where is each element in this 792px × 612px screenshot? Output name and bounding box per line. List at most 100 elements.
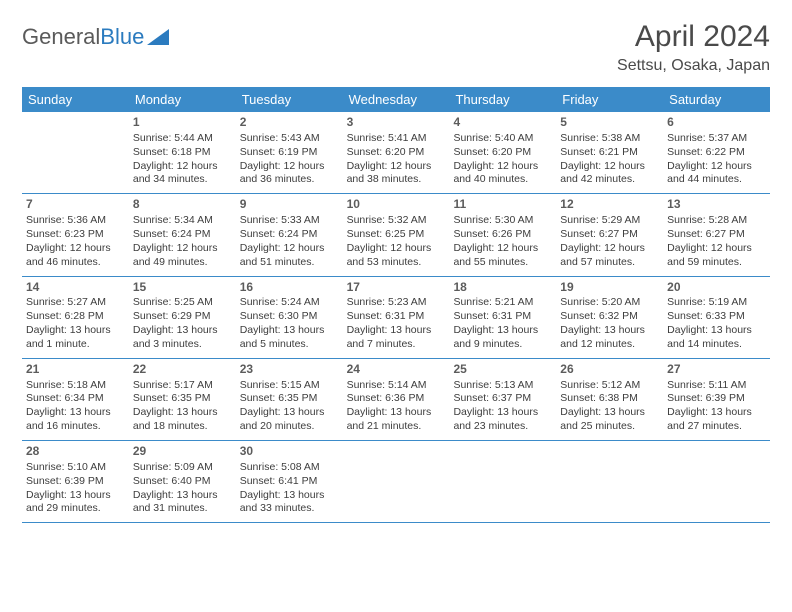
day-cell: 22Sunrise: 5:17 AMSunset: 6:35 PMDayligh… bbox=[129, 359, 236, 440]
day-cell: 23Sunrise: 5:15 AMSunset: 6:35 PMDayligh… bbox=[236, 359, 343, 440]
day-number: 29 bbox=[133, 444, 232, 460]
day-cell: 7Sunrise: 5:36 AMSunset: 6:23 PMDaylight… bbox=[22, 194, 129, 275]
day-header: Wednesday bbox=[343, 87, 450, 112]
day-number: 25 bbox=[453, 362, 552, 378]
daylight-line: Daylight: 12 hours and 53 minutes. bbox=[347, 242, 446, 270]
day-number: 5 bbox=[560, 115, 659, 131]
day-number: 10 bbox=[347, 197, 446, 213]
day-number: 4 bbox=[453, 115, 552, 131]
day-number: 26 bbox=[560, 362, 659, 378]
sunrise-line: Sunrise: 5:41 AM bbox=[347, 132, 446, 146]
day-cell: 6Sunrise: 5:37 AMSunset: 6:22 PMDaylight… bbox=[663, 112, 770, 193]
daylight-line: Daylight: 12 hours and 44 minutes. bbox=[667, 160, 766, 188]
daylight-line: Daylight: 12 hours and 34 minutes. bbox=[133, 160, 232, 188]
sunset-line: Sunset: 6:31 PM bbox=[453, 310, 552, 324]
day-cell: 24Sunrise: 5:14 AMSunset: 6:36 PMDayligh… bbox=[343, 359, 450, 440]
day-cell: 4Sunrise: 5:40 AMSunset: 6:20 PMDaylight… bbox=[449, 112, 556, 193]
day-number: 15 bbox=[133, 280, 232, 296]
sunrise-line: Sunrise: 5:27 AM bbox=[26, 296, 125, 310]
day-cell bbox=[22, 112, 129, 193]
sunrise-line: Sunrise: 5:08 AM bbox=[240, 461, 339, 475]
day-cell: 19Sunrise: 5:20 AMSunset: 6:32 PMDayligh… bbox=[556, 277, 663, 358]
sunset-line: Sunset: 6:19 PM bbox=[240, 146, 339, 160]
day-number: 28 bbox=[26, 444, 125, 460]
day-cell: 29Sunrise: 5:09 AMSunset: 6:40 PMDayligh… bbox=[129, 441, 236, 522]
sunset-line: Sunset: 6:24 PM bbox=[240, 228, 339, 242]
daylight-line: Daylight: 12 hours and 36 minutes. bbox=[240, 160, 339, 188]
week-row: 28Sunrise: 5:10 AMSunset: 6:39 PMDayligh… bbox=[22, 441, 770, 523]
day-cell: 3Sunrise: 5:41 AMSunset: 6:20 PMDaylight… bbox=[343, 112, 450, 193]
daylight-line: Daylight: 13 hours and 23 minutes. bbox=[453, 406, 552, 434]
day-header: Monday bbox=[129, 87, 236, 112]
sunset-line: Sunset: 6:27 PM bbox=[667, 228, 766, 242]
sunset-line: Sunset: 6:37 PM bbox=[453, 392, 552, 406]
daylight-line: Daylight: 13 hours and 31 minutes. bbox=[133, 489, 232, 517]
daylight-line: Daylight: 13 hours and 21 minutes. bbox=[347, 406, 446, 434]
day-number: 18 bbox=[453, 280, 552, 296]
day-number: 2 bbox=[240, 115, 339, 131]
sunset-line: Sunset: 6:25 PM bbox=[347, 228, 446, 242]
day-cell: 1Sunrise: 5:44 AMSunset: 6:18 PMDaylight… bbox=[129, 112, 236, 193]
sunset-line: Sunset: 6:23 PM bbox=[26, 228, 125, 242]
day-number: 23 bbox=[240, 362, 339, 378]
week-row: 21Sunrise: 5:18 AMSunset: 6:34 PMDayligh… bbox=[22, 359, 770, 441]
daylight-line: Daylight: 13 hours and 14 minutes. bbox=[667, 324, 766, 352]
day-cell: 14Sunrise: 5:27 AMSunset: 6:28 PMDayligh… bbox=[22, 277, 129, 358]
sunrise-line: Sunrise: 5:40 AM bbox=[453, 132, 552, 146]
week-row: 7Sunrise: 5:36 AMSunset: 6:23 PMDaylight… bbox=[22, 194, 770, 276]
logo-triangle-icon bbox=[147, 29, 169, 45]
sunset-line: Sunset: 6:21 PM bbox=[560, 146, 659, 160]
daylight-line: Daylight: 12 hours and 46 minutes. bbox=[26, 242, 125, 270]
sunrise-line: Sunrise: 5:20 AM bbox=[560, 296, 659, 310]
sunrise-line: Sunrise: 5:15 AM bbox=[240, 379, 339, 393]
sunrise-line: Sunrise: 5:25 AM bbox=[133, 296, 232, 310]
day-number: 20 bbox=[667, 280, 766, 296]
sunrise-line: Sunrise: 5:10 AM bbox=[26, 461, 125, 475]
day-cell bbox=[343, 441, 450, 522]
sunset-line: Sunset: 6:20 PM bbox=[453, 146, 552, 160]
day-number: 1 bbox=[133, 115, 232, 131]
title-block: April 2024 Settsu, Osaka, Japan bbox=[617, 20, 770, 75]
sunset-line: Sunset: 6:35 PM bbox=[240, 392, 339, 406]
sunset-line: Sunset: 6:22 PM bbox=[667, 146, 766, 160]
day-number: 19 bbox=[560, 280, 659, 296]
sunset-line: Sunset: 6:26 PM bbox=[453, 228, 552, 242]
day-cell: 8Sunrise: 5:34 AMSunset: 6:24 PMDaylight… bbox=[129, 194, 236, 275]
day-headers-row: Sunday Monday Tuesday Wednesday Thursday… bbox=[22, 87, 770, 112]
day-number: 8 bbox=[133, 197, 232, 213]
sunrise-line: Sunrise: 5:38 AM bbox=[560, 132, 659, 146]
day-cell bbox=[663, 441, 770, 522]
day-header: Saturday bbox=[663, 87, 770, 112]
sunrise-line: Sunrise: 5:28 AM bbox=[667, 214, 766, 228]
daylight-line: Daylight: 12 hours and 38 minutes. bbox=[347, 160, 446, 188]
daylight-line: Daylight: 13 hours and 29 minutes. bbox=[26, 489, 125, 517]
day-number: 13 bbox=[667, 197, 766, 213]
day-number: 24 bbox=[347, 362, 446, 378]
day-cell: 28Sunrise: 5:10 AMSunset: 6:39 PMDayligh… bbox=[22, 441, 129, 522]
day-number: 9 bbox=[240, 197, 339, 213]
day-cell: 27Sunrise: 5:11 AMSunset: 6:39 PMDayligh… bbox=[663, 359, 770, 440]
sunset-line: Sunset: 6:18 PM bbox=[133, 146, 232, 160]
week-row: 1Sunrise: 5:44 AMSunset: 6:18 PMDaylight… bbox=[22, 112, 770, 194]
day-number: 3 bbox=[347, 115, 446, 131]
day-cell: 9Sunrise: 5:33 AMSunset: 6:24 PMDaylight… bbox=[236, 194, 343, 275]
sunrise-line: Sunrise: 5:23 AM bbox=[347, 296, 446, 310]
sunset-line: Sunset: 6:35 PM bbox=[133, 392, 232, 406]
header: GeneralBlue April 2024 Settsu, Osaka, Ja… bbox=[22, 20, 770, 75]
sunrise-line: Sunrise: 5:18 AM bbox=[26, 379, 125, 393]
day-cell: 15Sunrise: 5:25 AMSunset: 6:29 PMDayligh… bbox=[129, 277, 236, 358]
daylight-line: Daylight: 13 hours and 5 minutes. bbox=[240, 324, 339, 352]
daylight-line: Daylight: 13 hours and 27 minutes. bbox=[667, 406, 766, 434]
day-number: 16 bbox=[240, 280, 339, 296]
day-number: 30 bbox=[240, 444, 339, 460]
day-cell: 30Sunrise: 5:08 AMSunset: 6:41 PMDayligh… bbox=[236, 441, 343, 522]
day-cell: 18Sunrise: 5:21 AMSunset: 6:31 PMDayligh… bbox=[449, 277, 556, 358]
daylight-line: Daylight: 12 hours and 49 minutes. bbox=[133, 242, 232, 270]
sunrise-line: Sunrise: 5:30 AM bbox=[453, 214, 552, 228]
logo-text-1: General bbox=[22, 24, 100, 50]
location: Settsu, Osaka, Japan bbox=[617, 57, 770, 75]
day-number: 17 bbox=[347, 280, 446, 296]
sunset-line: Sunset: 6:39 PM bbox=[667, 392, 766, 406]
day-cell: 21Sunrise: 5:18 AMSunset: 6:34 PMDayligh… bbox=[22, 359, 129, 440]
day-number: 6 bbox=[667, 115, 766, 131]
